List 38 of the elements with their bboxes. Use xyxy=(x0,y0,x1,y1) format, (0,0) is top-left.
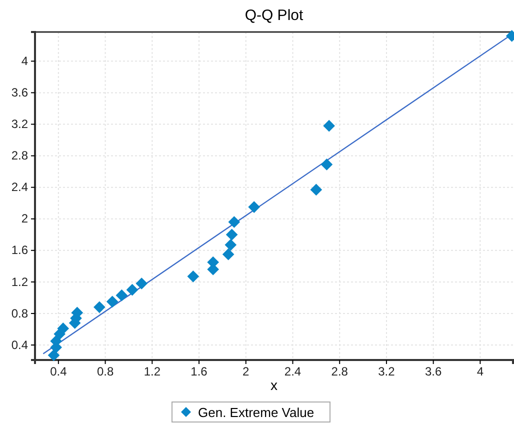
y-tick-label: 2.4 xyxy=(11,180,28,194)
chart-title: Q-Q Plot xyxy=(244,7,304,24)
point xyxy=(320,158,333,170)
point xyxy=(310,184,322,196)
y-tick-label: 2 xyxy=(21,212,28,226)
x-tick-label: 3.6 xyxy=(424,364,442,379)
x-tick-label: 2.8 xyxy=(331,364,348,379)
point xyxy=(187,270,200,282)
point xyxy=(136,278,148,290)
point xyxy=(248,201,260,213)
x-tick-label: 3.2 xyxy=(378,364,396,379)
point xyxy=(116,289,128,302)
point xyxy=(126,284,138,296)
x-tick-label: 1.2 xyxy=(144,364,161,379)
point xyxy=(226,228,238,241)
x-tick-label: 2.4 xyxy=(284,364,302,379)
point xyxy=(106,296,118,308)
point xyxy=(222,248,234,260)
x-tick-label: 0.8 xyxy=(96,364,114,379)
y-tick-label: 4 xyxy=(21,54,28,68)
legend-label: Gen. Extreme Value xyxy=(198,405,314,420)
point xyxy=(323,120,335,132)
point xyxy=(228,216,240,228)
y-tick-label: 3.6 xyxy=(11,86,28,100)
point xyxy=(94,301,106,314)
x-tick-label: 2 xyxy=(242,364,250,379)
y-tick-label: 3.2 xyxy=(11,117,28,132)
y-tick-label: 1.2 xyxy=(11,274,28,289)
y-tick-label: 2.8 xyxy=(11,148,28,163)
y-tick-label: 0.8 xyxy=(11,306,28,320)
y-tick-label: 1.6 xyxy=(11,243,28,258)
x-tick-label: 4 xyxy=(476,364,484,379)
x-tick-label: 0.4 xyxy=(50,364,68,379)
x-axis-title: x xyxy=(270,377,278,393)
y-tick-label: 0.4 xyxy=(11,338,28,352)
point xyxy=(224,238,237,251)
point xyxy=(57,322,70,334)
x-tick-label: 1.6 xyxy=(190,364,208,379)
